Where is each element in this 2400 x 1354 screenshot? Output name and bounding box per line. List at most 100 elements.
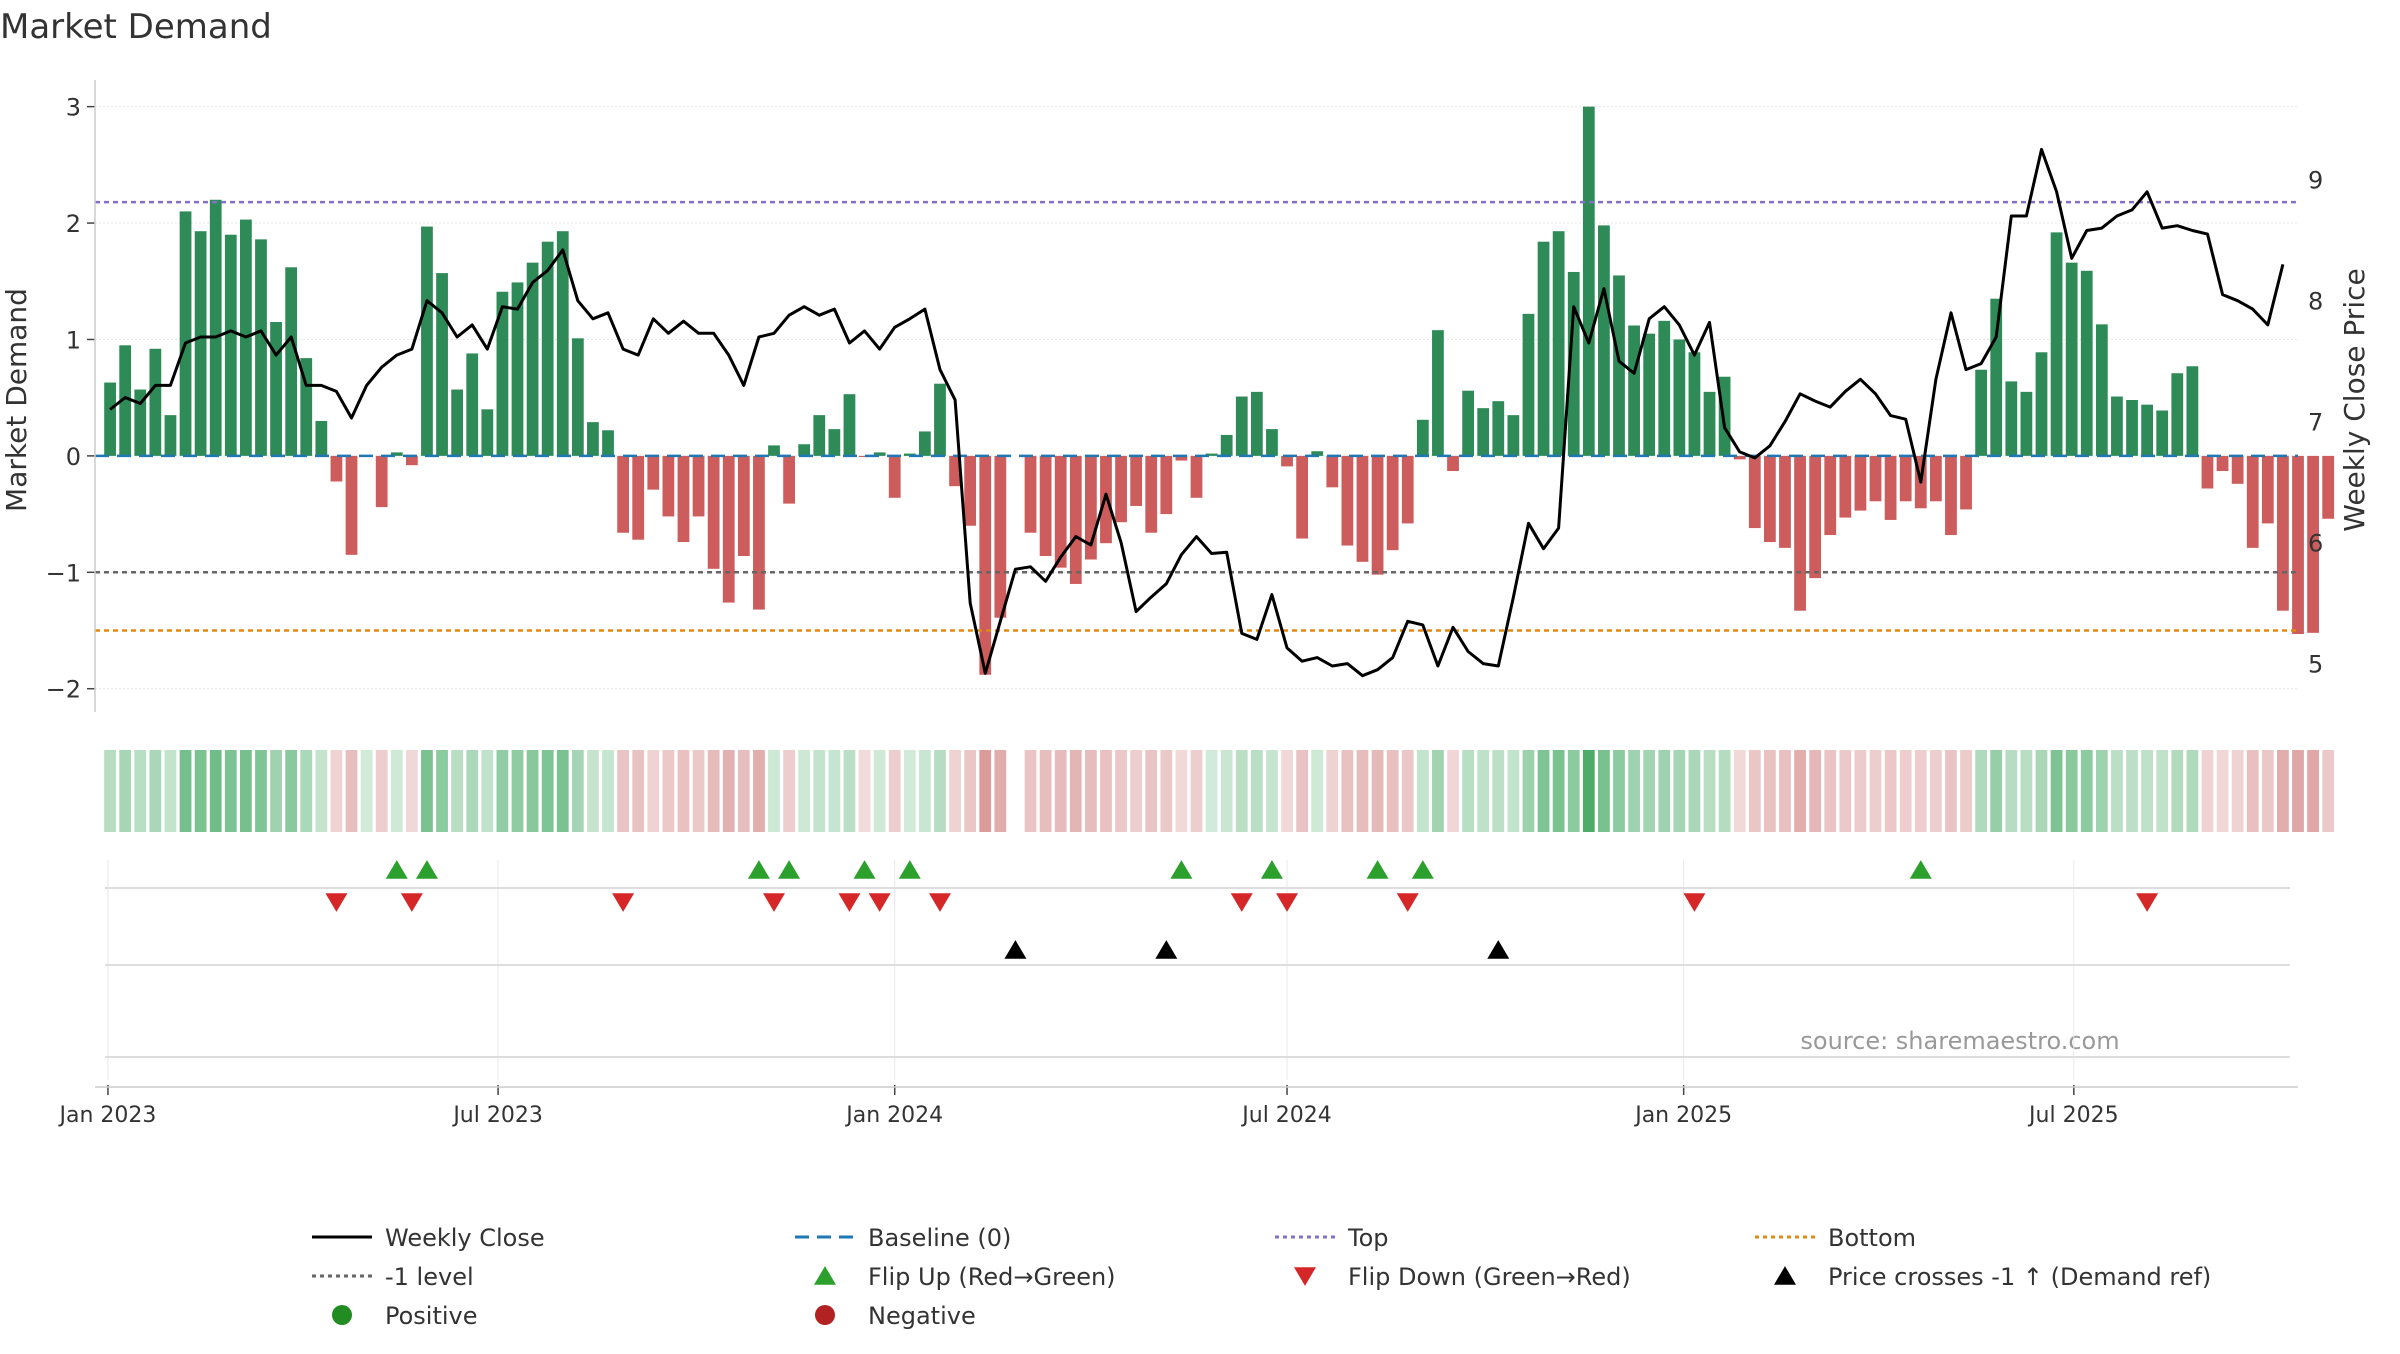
heat-cell bbox=[1643, 750, 1656, 832]
heat-cell bbox=[783, 750, 795, 832]
heat-cell bbox=[617, 750, 630, 832]
demand-bar-negative bbox=[1884, 455, 1897, 520]
demand-bar-negative bbox=[753, 455, 765, 610]
heat-cell bbox=[722, 750, 735, 832]
heat-cell bbox=[1582, 750, 1595, 832]
demand-bar-negative bbox=[1160, 455, 1173, 515]
demand-heat-strip bbox=[104, 750, 2335, 832]
heat-cell bbox=[602, 750, 614, 832]
flip-up-marker bbox=[385, 860, 408, 879]
demand-bar-negative bbox=[783, 455, 795, 504]
x-tick-label: Jan 2024 bbox=[844, 1103, 943, 1128]
legend-label: Top bbox=[1347, 1224, 1389, 1252]
heat-cell bbox=[1190, 750, 1203, 832]
y-tick-label: 3 bbox=[66, 94, 81, 122]
flip-up-marker bbox=[1170, 860, 1193, 879]
flip-up-marker bbox=[1909, 860, 1932, 879]
demand-bar-positive bbox=[134, 389, 147, 456]
heat-cell bbox=[149, 750, 162, 832]
demand-bar-positive bbox=[1582, 106, 1595, 456]
heat-cell bbox=[496, 750, 509, 832]
demand-bar-negative bbox=[632, 455, 645, 540]
heat-cell bbox=[104, 750, 116, 832]
demand-bar-negative bbox=[1175, 455, 1188, 461]
demand-bar-negative bbox=[2307, 455, 2319, 633]
heat-cell bbox=[2307, 750, 2319, 832]
heat-cell bbox=[1250, 750, 1263, 832]
heat-cell bbox=[1733, 750, 1746, 832]
demand-bar-positive bbox=[1432, 330, 1444, 456]
y-tick-label: 1 bbox=[66, 326, 81, 354]
demand-bar-positive bbox=[179, 211, 192, 456]
heat-cell bbox=[2035, 750, 2048, 832]
heat-cell bbox=[888, 750, 901, 832]
demand-bar-positive bbox=[571, 338, 584, 456]
flip-down-marker bbox=[325, 893, 348, 912]
heat-cell bbox=[2171, 750, 2184, 832]
demand-bar-negative bbox=[979, 455, 992, 675]
heat-cell bbox=[2201, 750, 2214, 832]
heat-cell bbox=[964, 750, 977, 832]
demand-bar-negative bbox=[1356, 455, 1369, 562]
demand-bar-negative bbox=[1069, 455, 1082, 584]
demand-bar-positive bbox=[300, 358, 313, 456]
demand-bar-negative bbox=[1824, 455, 1837, 536]
demand-bar-positive bbox=[2080, 270, 2093, 456]
heat-cell bbox=[2005, 750, 2018, 832]
heat-cell bbox=[2126, 750, 2138, 832]
heat-cell bbox=[421, 750, 433, 832]
heat-cell bbox=[1552, 750, 1565, 832]
demand-bar-positive bbox=[1537, 241, 1550, 456]
heat-cell bbox=[1462, 750, 1474, 832]
heat-cell bbox=[1492, 750, 1505, 832]
heat-cell bbox=[345, 750, 358, 832]
heat-cell bbox=[1884, 750, 1897, 832]
x-tick-label: Jul 2024 bbox=[1240, 1103, 1332, 1128]
demand-bar-negative bbox=[1296, 455, 1309, 539]
heat-cell bbox=[1628, 750, 1640, 832]
flip-up-marker bbox=[747, 860, 770, 879]
heat-cell bbox=[1281, 750, 1293, 832]
demand-bar-negative bbox=[647, 455, 660, 490]
heat-cell bbox=[1914, 750, 1927, 832]
heat-cell bbox=[707, 750, 720, 832]
heat-cell bbox=[1839, 750, 1852, 832]
demand-bar-positive bbox=[1477, 408, 1490, 456]
legend-label: Flip Up (Red→Green) bbox=[868, 1263, 1116, 1291]
heat-cell bbox=[1718, 750, 1731, 832]
demand-bar-positive bbox=[2020, 391, 2033, 456]
demand-bar-positive bbox=[209, 199, 222, 456]
heat-cell bbox=[375, 750, 388, 832]
demand-bar-positive bbox=[526, 262, 539, 456]
heat-cell bbox=[753, 750, 765, 832]
demand-bar-negative bbox=[1733, 455, 1746, 460]
heat-cell bbox=[1522, 750, 1535, 832]
price-cross-marker bbox=[1155, 940, 1178, 959]
heat-cell bbox=[1115, 750, 1127, 832]
heat-cell bbox=[1100, 750, 1112, 832]
demand-bar-positive bbox=[1522, 313, 1535, 456]
heat-cell bbox=[858, 750, 871, 832]
x-tick-label: Jul 2023 bbox=[451, 1103, 543, 1128]
legend-label: Price crosses -1 ↑ (Demand ref) bbox=[1828, 1263, 2211, 1291]
heat-cell bbox=[390, 750, 403, 832]
demand-bar-negative bbox=[1809, 455, 1822, 579]
flip-up-marker bbox=[853, 860, 876, 879]
y-tick-label: −1 bbox=[46, 559, 81, 587]
flip-down-marker bbox=[612, 893, 635, 912]
heat-cell bbox=[1084, 750, 1097, 832]
demand-bar-negative bbox=[1145, 455, 1158, 533]
demand-bar-negative bbox=[2292, 455, 2304, 635]
demand-bar-positive bbox=[1975, 369, 1988, 456]
heat-cell bbox=[1386, 750, 1399, 832]
heat-cell bbox=[2231, 750, 2244, 832]
demand-bar-negative bbox=[617, 455, 630, 533]
demand-bar-negative bbox=[375, 455, 388, 508]
heat-cell bbox=[556, 750, 569, 832]
flip-down-marker bbox=[928, 893, 951, 912]
heat-cell bbox=[1266, 750, 1278, 832]
heat-cell bbox=[934, 750, 946, 832]
heat-cell bbox=[1401, 750, 1414, 832]
demand-bar-negative bbox=[949, 455, 961, 487]
y2-tick-label: 7 bbox=[2308, 409, 2323, 437]
